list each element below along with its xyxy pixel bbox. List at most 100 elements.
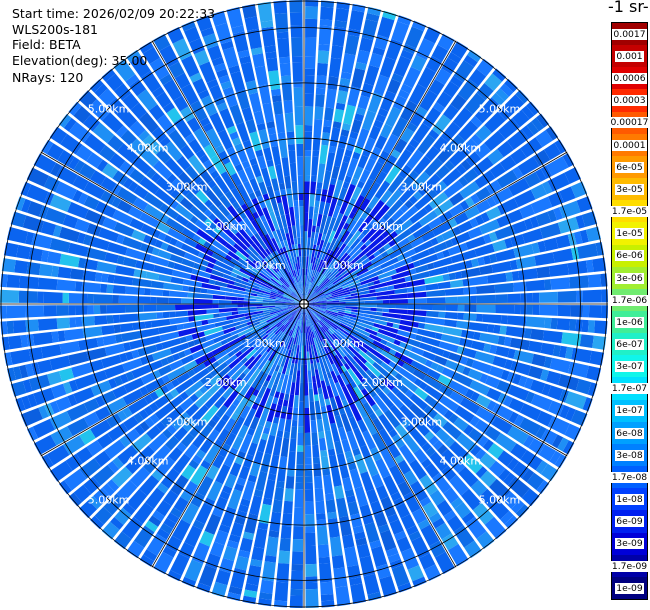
ray-gate-cell (514, 189, 536, 208)
colorbar-level: 1e-08 (612, 488, 647, 511)
ray-gate-cell (338, 407, 346, 415)
ray-gate-cell (267, 314, 285, 325)
ray-gate-cell (223, 326, 236, 335)
ray-gate-cell (47, 371, 63, 386)
ray-gate-cell (113, 275, 134, 286)
ray-gate-cell (241, 357, 248, 364)
ray-gate-cell (465, 197, 475, 208)
ray-gate-cell (243, 453, 254, 469)
ray-gate-cell (330, 467, 342, 487)
ray-gate-cell (364, 522, 380, 543)
ray-gate-cell (278, 270, 291, 287)
ray-gate-cell (255, 217, 268, 236)
ray-gate-cell (254, 396, 262, 405)
ray-gate-cell (295, 125, 304, 144)
ray-gate-cell (276, 563, 290, 583)
ray-gate-cell (402, 362, 416, 374)
ray-gate-cell (206, 79, 219, 89)
ray-gate-cell (301, 293, 304, 301)
ray-gate-cell (294, 301, 301, 304)
ray-gate-cell (189, 419, 207, 438)
ray-gate-cell (428, 266, 449, 277)
ray-gate-cell (454, 271, 463, 280)
ray-gate-cell (409, 393, 429, 411)
ray-gate-cell (244, 16, 259, 31)
colorbar-level-label: 6e-08 (615, 427, 644, 439)
ray-gate-cell (287, 356, 293, 369)
ray-gate-cell (448, 380, 469, 396)
ray-gate-cell (550, 318, 558, 330)
colorbar-level-label: 3e-07 (615, 361, 644, 373)
ray-gate-cell (180, 106, 195, 122)
ray-gate-cell (224, 432, 237, 447)
ray-gate-cell (274, 346, 285, 365)
ray-gate-cell (457, 78, 479, 101)
ray-gate-cell (107, 97, 125, 115)
ray-gate-cell (307, 294, 318, 302)
ray-gate-cell (324, 287, 343, 296)
ray-gate-cell (509, 337, 530, 351)
ray-gate-cell (183, 237, 198, 248)
ray-gate-cell (118, 295, 138, 304)
ray-gate-cell (220, 506, 237, 528)
ray-gate-cell (307, 299, 327, 304)
ray-gate-cell (399, 376, 419, 393)
ray-gate-cell (327, 76, 339, 90)
ray-gate-cell (307, 301, 314, 304)
ray-gate-cell (160, 417, 171, 428)
ray-gate-cell (290, 307, 302, 323)
ray-gate-cell (47, 444, 70, 466)
ray-gate-cell (110, 517, 124, 530)
ray-gate-cell (64, 469, 87, 491)
ray-gate-cell (424, 323, 444, 333)
ray-gate-cell (244, 513, 259, 534)
ray-gate-cell (432, 517, 445, 529)
ray-gate-cell (465, 236, 486, 250)
ray-gate-cell (304, 250, 307, 257)
ray-gate-cell (423, 375, 443, 391)
ray-gate-cell (375, 113, 386, 123)
colorbar-level-label: 1e-06 (615, 316, 644, 328)
ray-gate-cell (533, 149, 551, 167)
ray-gate-cell (464, 205, 480, 219)
ray-gate-cell (176, 442, 187, 453)
ray-gate-cell (341, 214, 348, 223)
ray-gate-cell (277, 398, 284, 406)
ray-gate-cell (242, 531, 255, 540)
ray-gate-cell (161, 338, 182, 350)
ray-gate-cell (331, 555, 345, 569)
ray-gate-cell (289, 438, 297, 452)
ray-gate-cell (344, 489, 355, 498)
ray-gate-cell (215, 463, 231, 485)
ray-gate-cell (373, 279, 381, 285)
ray-gate-cell (243, 408, 257, 428)
ray-gate-cell (318, 201, 326, 215)
ray-gate-cell (163, 282, 183, 291)
ray-gate-cell (357, 309, 377, 315)
ray-gate-cell (321, 242, 331, 261)
ray-gate-cell (349, 331, 362, 340)
ray-gate-cell (333, 321, 346, 330)
ray-gate-cell (515, 504, 530, 518)
ray-gate-cell (320, 581, 334, 595)
ray-gate-cell (282, 296, 295, 301)
ray-gate-cell (155, 91, 172, 109)
ray-gate-cell (458, 220, 473, 233)
ray-gate-cell (535, 460, 548, 475)
ray-gate-cell (304, 287, 306, 300)
ray-gate-cell (169, 254, 184, 264)
ray-gate-cell (274, 333, 287, 351)
ray-gate-cell (424, 463, 440, 479)
ray-gate-cell (264, 313, 271, 317)
ray-gate-cell (500, 315, 508, 325)
ray-gate-cell (311, 350, 318, 370)
ray-gate-cell (308, 304, 321, 307)
ray-gate-cell (300, 237, 304, 257)
ray-gate-cell (524, 328, 532, 339)
ray-gate-cell (453, 60, 475, 83)
ray-gate-cell (464, 304, 477, 313)
ray-gate-cell (390, 218, 404, 231)
ray-gate-cell (369, 333, 382, 343)
ray-gate-cell (243, 304, 263, 307)
ray-gate-cell (117, 410, 128, 422)
